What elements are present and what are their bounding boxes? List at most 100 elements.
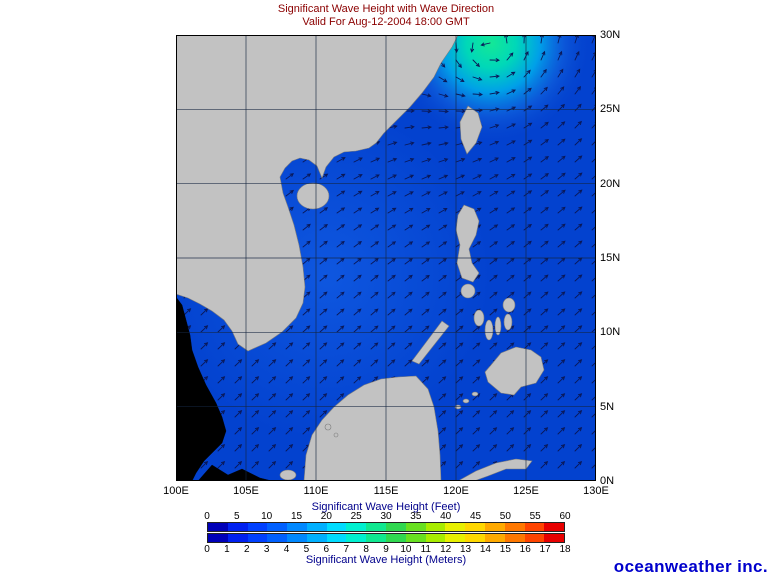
colorbar-segment (267, 523, 288, 531)
negros-island (484, 319, 494, 341)
latitude-label: 30N (600, 29, 621, 41)
meters-tick-label: 4 (283, 544, 290, 555)
longitude-label: 105E (233, 485, 259, 497)
colorbar-segment (544, 534, 565, 542)
meters-tick-label: 17 (539, 544, 551, 555)
malay-peninsula-masked (176, 296, 227, 481)
luzon-island (455, 204, 480, 283)
colorbar-segment (425, 523, 446, 531)
longitude-label: 115E (373, 485, 399, 497)
colorbar-segment (306, 523, 327, 531)
colorbar-segment (544, 523, 565, 531)
meters-tick-label: 18 (559, 544, 571, 555)
palawan-island (411, 320, 450, 365)
colorbar-segment (484, 523, 505, 531)
colorbar-segment (386, 523, 406, 531)
feet-tick-label: 55 (529, 511, 541, 522)
longitude-label: 110E (303, 485, 329, 497)
feet-tick-label: 35 (410, 511, 422, 522)
colorbar-segment (227, 534, 248, 542)
graticule-grid (176, 35, 596, 481)
feet-tick-label: 25 (350, 511, 362, 522)
colorbar-segment (306, 534, 327, 542)
meters-tick-label: 8 (363, 544, 369, 555)
colorbar-segment (445, 534, 466, 542)
colorbar-segment (247, 523, 268, 531)
china-indochina-landmass (176, 35, 459, 352)
panay-island (473, 309, 485, 327)
latitude-label: 10N (600, 326, 621, 339)
latitude-axis: 30N 25N 20N 15N 10N 5N 0N (600, 29, 640, 487)
feet-tick-label: 0 (204, 511, 210, 522)
meters-tick-label: 15 (499, 544, 511, 555)
meters-tick-label: 5 (303, 544, 310, 555)
colorbar-segment (326, 523, 347, 531)
colorbar-segment (287, 523, 307, 531)
visayas-islands (473, 297, 516, 341)
meters-tick-label: 13 (459, 544, 472, 555)
longitude-label: 125E (513, 485, 539, 497)
longitude-axis: 100E 105E 110E 115E 120E 125E 130E (163, 485, 609, 498)
colorbar-segment (524, 534, 545, 542)
feet-tick-label: 60 (559, 511, 571, 522)
natuna-islands (324, 423, 339, 438)
meters-tick-label: 14 (479, 544, 491, 555)
feet-tick-label: 10 (261, 511, 273, 522)
colorbar-segment (504, 523, 525, 531)
meters-tick-label: 1 (224, 544, 230, 555)
colorbar-segment (524, 523, 545, 531)
meters-tick-label: 9 (383, 544, 389, 555)
colorbar-segment (346, 534, 367, 542)
leyte-island (503, 313, 513, 331)
meters-tick-label: 7 (343, 544, 349, 555)
sumatra-masked (197, 464, 273, 481)
meters-tick-row: 0 1 2 3 4 5 6 7 8 9 10 11 12 13 14 15 16 17 18 (204, 544, 570, 555)
colorbar-segment (247, 534, 268, 542)
colorbar-segment (386, 534, 406, 542)
colorbar-segment (465, 523, 485, 531)
colorbar-segment (208, 523, 228, 531)
colorbar-segment (366, 523, 387, 531)
sulu-islet (471, 391, 479, 397)
legend-meters-label: Significant Wave Height (Meters) (305, 554, 467, 566)
natuna-islet (324, 423, 332, 431)
map-frame-border (176, 35, 596, 481)
colorbar-segment (425, 534, 446, 542)
meters-tick-label: 3 (263, 544, 270, 555)
bangka-island (279, 469, 297, 481)
colorbar-segment (405, 534, 426, 542)
colorbar-segment (445, 523, 466, 531)
meters-tick-label: 2 (243, 544, 250, 555)
colorbar-segment (287, 534, 307, 542)
meters-tick-label: 11 (420, 544, 431, 555)
colorbar-segment (484, 534, 505, 542)
colorbar-segment (326, 534, 347, 542)
colorbar-segment (346, 523, 367, 531)
feet-tick-label: 5 (234, 511, 240, 522)
natuna-islet (333, 432, 339, 438)
colorbar-segment (366, 534, 387, 542)
feet-tick-row: 0 5 10 15 20 25 30 35 40 45 50 55 60 (204, 511, 570, 522)
colorbar-segment (227, 523, 248, 531)
colorbar-segment (208, 534, 228, 542)
colorbar-segment (267, 534, 288, 542)
latitude-label: 20N (600, 177, 621, 190)
meters-tick-label: 16 (519, 544, 531, 555)
feet-tick-label: 20 (320, 511, 332, 522)
colorbar-segment (405, 523, 426, 531)
feet-tick-label: 30 (380, 511, 392, 522)
feet-tick-label: 45 (469, 511, 482, 522)
colorbar-meters (207, 533, 565, 543)
oceanweather-logo: oceanweather inc. (613, 557, 768, 576)
latitude-label: 0N (600, 475, 615, 487)
mindoro-island (460, 283, 476, 299)
map-valid-time: Valid For Aug-12-2004 18:00 GMT (302, 16, 470, 28)
latitude-label: 5N (600, 400, 615, 413)
borneo-island (303, 375, 442, 481)
colorbar-segment (465, 534, 485, 542)
meters-tick-label: 6 (323, 544, 330, 555)
sulawesi-north-arm (457, 458, 533, 481)
colorbar-feet (207, 522, 565, 532)
map-area (176, 35, 596, 481)
feet-tick-label: 40 (440, 511, 452, 522)
